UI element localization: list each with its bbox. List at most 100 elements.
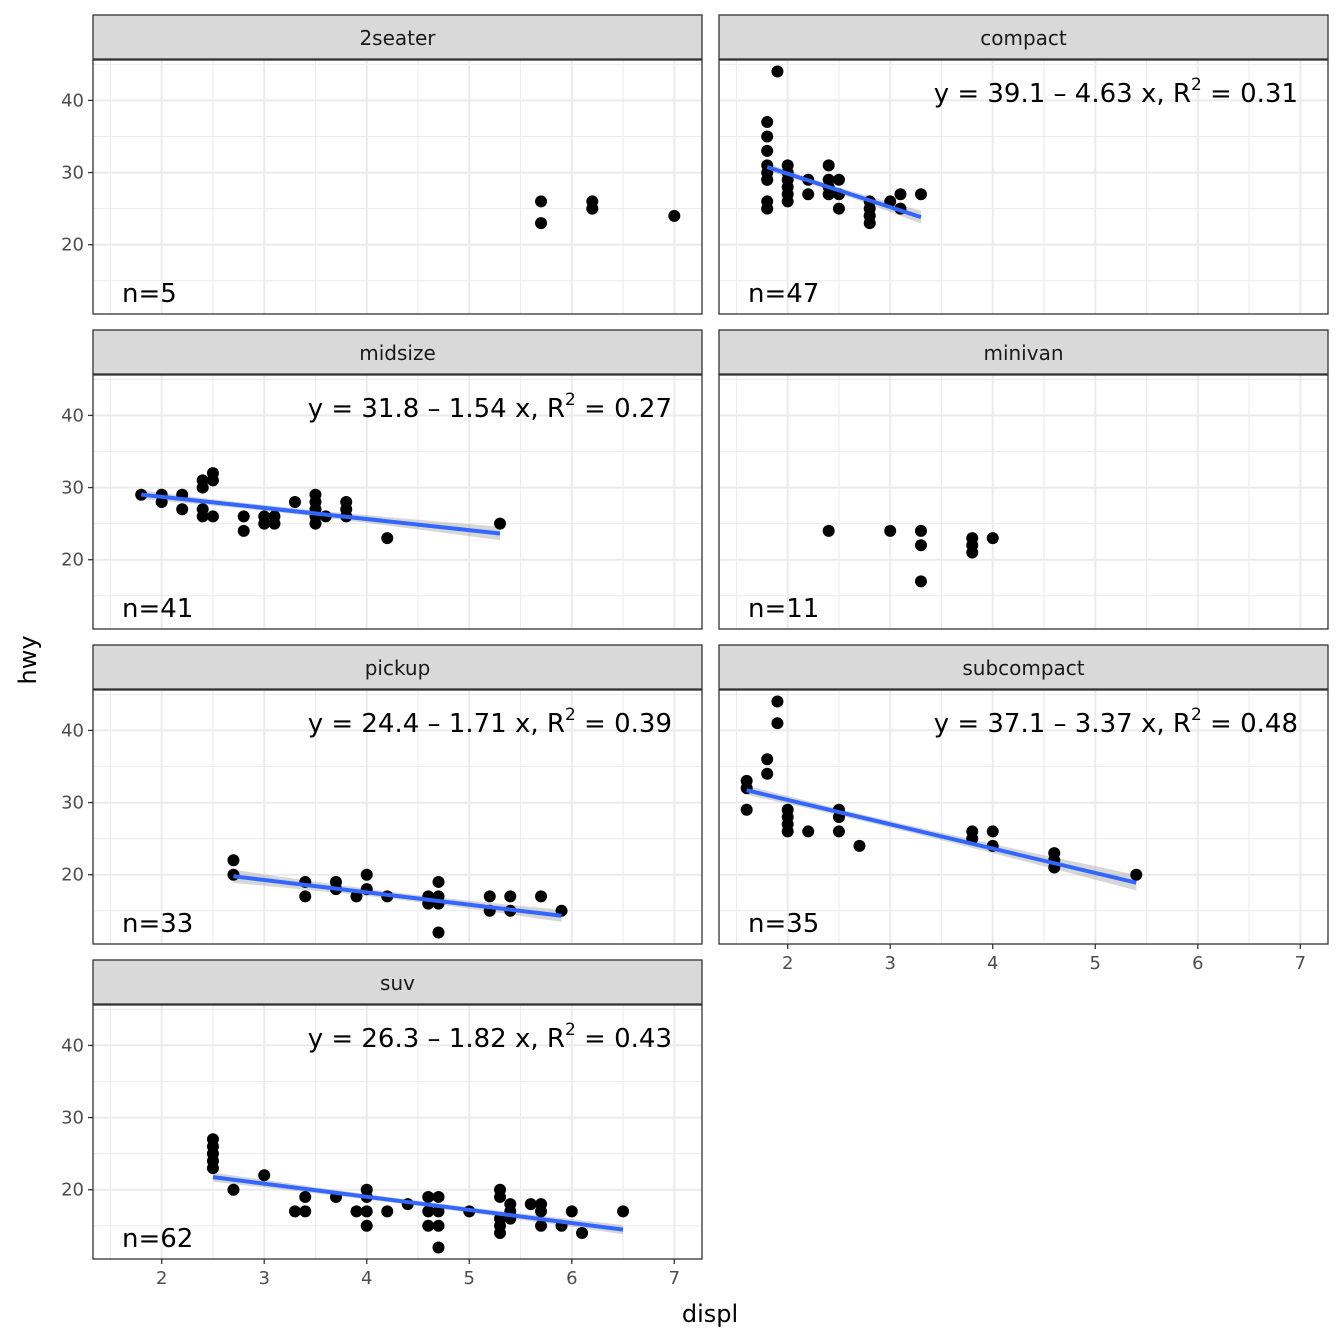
y-tick-label: 20 [61,550,84,571]
data-point [914,524,927,537]
data-point [432,875,445,888]
count-label: n=33 [122,909,193,939]
data-point [565,1205,578,1218]
facet-strip [718,644,1329,690]
equation-superscript: 2 [565,705,576,725]
facet-strip-label: pickup [365,656,431,680]
data-point [781,195,794,208]
data-point [227,854,240,867]
x-tick-label: 3 [884,953,895,974]
x-tick-label: 5 [464,1268,475,1289]
facet-strip-label: subcompact [962,656,1084,680]
y-tick-label: 20 [61,1180,84,1201]
y-tick-label: 30 [61,793,84,814]
regression-equation: y = 26.3 – 1.82 x, R2 = 0.43 [308,1020,672,1054]
equation-superscript: 2 [1191,75,1202,95]
data-point [176,503,189,516]
panel-plot-area [93,60,702,314]
regression-line [212,1175,624,1232]
equation-main: y = 31.8 – 1.54 x, R [308,394,565,424]
y-tick-label: 20 [61,865,84,886]
data-point [258,1169,271,1182]
panel-background [93,690,702,944]
data-point [535,195,548,208]
regression-line [766,165,922,220]
data-point [986,825,999,838]
equation-superscript: 2 [1191,705,1202,725]
data-point [771,65,784,78]
facet-strip-label: midsize [359,341,436,365]
facet-strip-label: compact [980,26,1067,50]
data-point [802,825,815,838]
data-point [494,1227,507,1240]
data-point [668,209,681,222]
data-point [196,481,209,494]
data-point [381,1205,394,1218]
data-point [832,173,845,186]
panel-border [92,1004,703,1260]
y-tick-label: 40 [61,720,84,741]
regression-line [233,874,562,918]
panel-plot-area [719,375,1328,629]
data-point [268,517,281,530]
facet-panel-minivan: minivan n=11 [718,329,1329,630]
facet-panel-compact: compact n=47 y = 39.1 – 4.63 x, R2 = 0.31 [718,14,1329,315]
data-point [299,890,312,903]
panel-background [719,60,1328,314]
data-point [822,159,835,172]
y-tick-label: 40 [61,405,84,426]
data-point [1130,868,1143,881]
data-point [781,825,794,838]
data-point [524,1198,537,1211]
count-label: n=62 [122,1224,193,1254]
data-point [740,803,753,816]
data-point [832,825,845,838]
facet-strip [92,14,703,60]
x-tick-label: 4 [987,953,998,974]
panel-background [93,1005,702,1259]
data-point [206,1162,219,1175]
data-point [535,1205,548,1218]
data-point [761,130,774,143]
equation-r2: = 0.39 [576,709,672,739]
regression-equation: y = 31.8 – 1.54 x, R2 = 0.27 [308,390,672,424]
panel-border [718,374,1329,630]
data-point [288,496,301,508]
data-point [309,517,322,530]
equation-r2: = 0.27 [576,394,672,424]
data-point [802,188,815,201]
data-point [771,717,784,730]
data-point [299,1190,312,1203]
data-point [422,1205,435,1218]
facet-strip-label: minivan [983,341,1063,365]
data-point [494,1190,507,1203]
panel-plot-area [93,690,702,944]
y-tick-label: 40 [61,90,84,111]
facet-panels: 2seater n=5 20 30 40 compact n=47 y = 39.1 – 4.… [61,14,1329,1289]
count-label: n=47 [748,279,819,309]
regression-equation: y = 24.4 – 1.71 x, R2 = 0.39 [308,705,672,739]
equation-superscript: 2 [565,390,576,410]
equation-r2: = 0.43 [576,1024,672,1054]
data-point [966,546,979,559]
x-tick-label: 6 [1192,953,1203,974]
data-point [258,517,271,530]
equation-main: y = 37.1 – 3.37 x, R [934,709,1191,739]
facet-strip [92,329,703,375]
data-point [432,1241,445,1254]
data-point [914,539,927,552]
data-point [863,209,876,222]
panel-border [92,374,703,630]
facet-strip [92,644,703,690]
y-tick-label: 30 [61,478,84,499]
facet-panel-pickup: pickup n=33 y = 24.4 – 1.71 x, R2 = 0.39 20… [61,644,703,945]
data-point [853,839,866,852]
data-point [432,926,445,939]
equation-superscript: 2 [565,1020,576,1040]
x-tick-label: 7 [669,1268,680,1289]
data-point [360,1205,373,1218]
data-point [832,202,845,215]
